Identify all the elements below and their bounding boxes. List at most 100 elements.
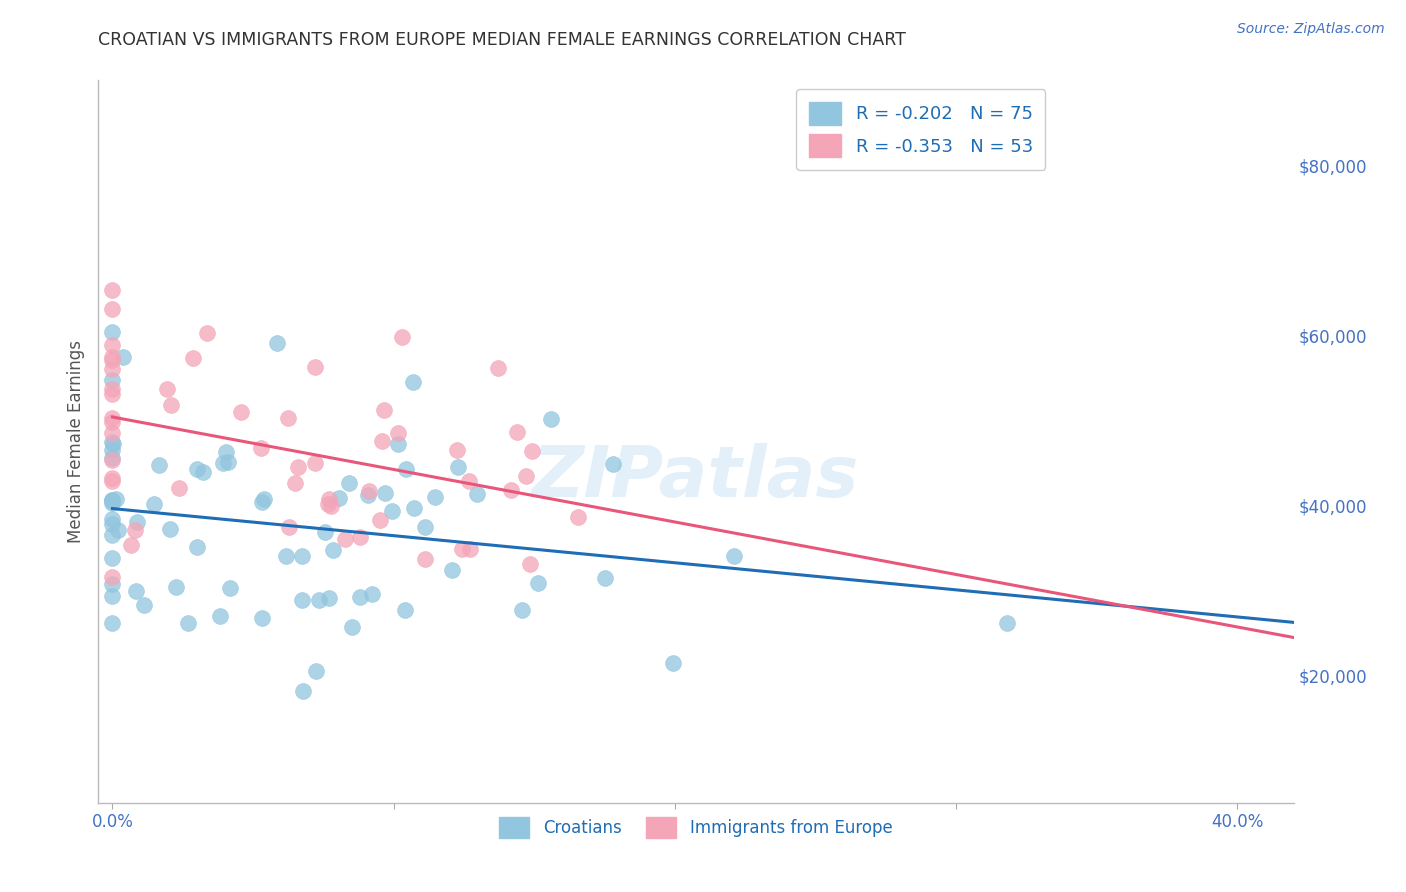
Point xyxy=(266,335,288,350)
Point xyxy=(229,405,252,419)
Point xyxy=(101,352,124,367)
Point xyxy=(593,571,616,585)
Point xyxy=(101,350,124,364)
Point xyxy=(253,491,276,506)
Point xyxy=(107,523,129,537)
Point xyxy=(101,471,124,485)
Point xyxy=(506,425,529,440)
Point xyxy=(101,443,124,458)
Point xyxy=(160,398,183,412)
Point xyxy=(142,497,165,511)
Point xyxy=(540,411,562,425)
Point xyxy=(318,491,340,506)
Point xyxy=(125,583,148,598)
Point xyxy=(101,512,124,526)
Point xyxy=(337,476,360,491)
Point xyxy=(401,376,423,390)
Point xyxy=(101,528,124,542)
Point xyxy=(291,549,314,563)
Text: ZIPatlas: ZIPatlas xyxy=(533,443,859,512)
Point xyxy=(501,483,523,497)
Point xyxy=(101,493,124,508)
Point xyxy=(101,415,124,429)
Y-axis label: Median Female Earnings: Median Female Earnings xyxy=(66,340,84,543)
Point xyxy=(359,483,381,498)
Point xyxy=(101,569,124,583)
Point xyxy=(374,486,396,500)
Point xyxy=(101,338,124,352)
Point xyxy=(101,453,124,467)
Point xyxy=(304,359,326,374)
Point xyxy=(349,530,371,544)
Point xyxy=(567,509,589,524)
Point xyxy=(602,458,624,472)
Text: CROATIAN VS IMMIGRANTS FROM EUROPE MEDIAN FEMALE EARNINGS CORRELATION CHART: CROATIAN VS IMMIGRANTS FROM EUROPE MEDIA… xyxy=(98,31,907,49)
Point xyxy=(215,445,238,459)
Point xyxy=(101,434,124,449)
Point xyxy=(287,460,309,475)
Point xyxy=(515,469,537,483)
Point xyxy=(148,458,170,473)
Point xyxy=(101,426,124,441)
Point xyxy=(486,360,509,375)
Point xyxy=(305,664,328,678)
Point xyxy=(662,656,685,670)
Point xyxy=(322,543,344,558)
Point xyxy=(165,580,187,594)
Point xyxy=(132,599,155,613)
Point xyxy=(291,592,314,607)
Point xyxy=(250,442,273,456)
Point xyxy=(360,587,382,601)
Legend: Croatians, Immigrants from Europe: Croatians, Immigrants from Europe xyxy=(492,810,900,845)
Point xyxy=(425,491,447,505)
Point xyxy=(120,538,142,552)
Point xyxy=(387,425,409,440)
Text: Source: ZipAtlas.com: Source: ZipAtlas.com xyxy=(1237,22,1385,37)
Point xyxy=(112,350,135,364)
Point xyxy=(101,550,124,565)
Point xyxy=(101,361,124,376)
Point xyxy=(101,616,124,631)
Point xyxy=(101,496,124,510)
Point xyxy=(441,563,464,577)
Point xyxy=(101,493,124,508)
Point xyxy=(186,461,208,475)
Point xyxy=(125,515,148,529)
Point xyxy=(340,620,363,634)
Point xyxy=(391,330,413,344)
Point xyxy=(159,522,181,536)
Point xyxy=(101,474,124,488)
Point xyxy=(446,443,468,458)
Point xyxy=(328,491,350,506)
Point xyxy=(183,351,205,365)
Point xyxy=(250,611,273,625)
Point xyxy=(402,501,425,516)
Point xyxy=(101,283,124,297)
Point xyxy=(349,590,371,604)
Point xyxy=(195,326,218,340)
Point xyxy=(276,549,298,563)
Point xyxy=(101,373,124,387)
Point xyxy=(522,444,544,458)
Point xyxy=(447,459,470,474)
Point xyxy=(217,455,239,469)
Point xyxy=(104,491,127,506)
Point xyxy=(321,499,343,513)
Point xyxy=(333,532,356,546)
Point xyxy=(413,519,436,533)
Point xyxy=(177,616,200,631)
Point xyxy=(316,497,339,511)
Point xyxy=(519,557,541,571)
Point xyxy=(458,474,481,488)
Point xyxy=(304,457,326,471)
Point xyxy=(101,411,124,425)
Point xyxy=(212,456,235,470)
Point xyxy=(277,519,299,533)
Point xyxy=(413,551,436,566)
Point xyxy=(357,488,380,502)
Point xyxy=(371,434,394,449)
Point xyxy=(124,523,146,537)
Point xyxy=(101,301,124,316)
Point xyxy=(458,541,481,556)
Point xyxy=(277,411,299,425)
